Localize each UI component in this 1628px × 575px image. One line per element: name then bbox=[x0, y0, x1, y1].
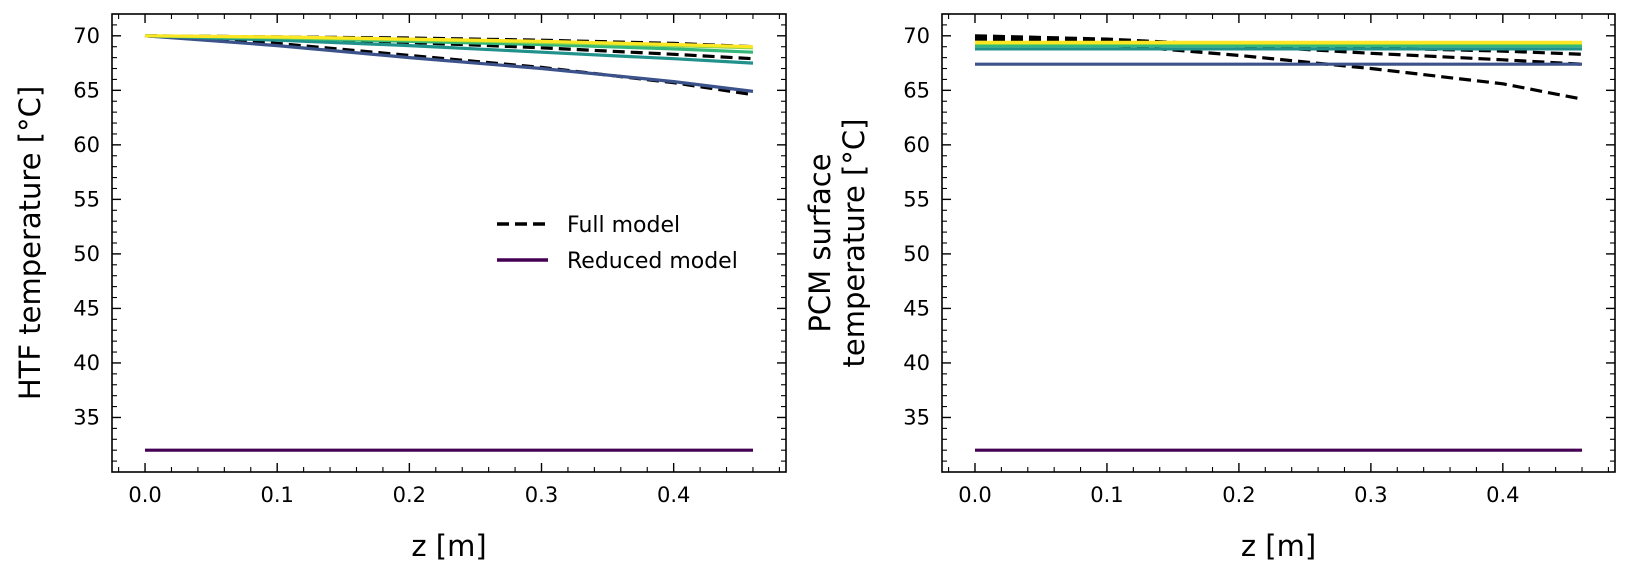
x-tick-label: 0.2 bbox=[393, 483, 426, 507]
x-axis-label: z [m] bbox=[1241, 529, 1316, 563]
y-tick-label: 40 bbox=[73, 351, 100, 375]
plot-frame bbox=[941, 13, 1616, 473]
x-tick-label: 0.2 bbox=[1222, 483, 1255, 507]
y-tick-label: 60 bbox=[903, 133, 930, 157]
legend: Full model Reduced model bbox=[497, 213, 738, 274]
x-tick-label: 0.4 bbox=[657, 483, 690, 507]
x-tick-label: 0.0 bbox=[128, 483, 161, 507]
y-tick-label: 65 bbox=[903, 78, 930, 102]
htf-temperature-chart: 0.0 0.1 0.2 0.3 0.4 35 40 45 50 55 60 65 70 z [m] HTF … bbox=[13, 13, 787, 563]
series-line-reduced-5 bbox=[144, 34, 754, 65]
y-axis-label-line: temperature [°C] bbox=[837, 119, 871, 368]
y-tick-label: 70 bbox=[73, 24, 100, 48]
series-line-reduced-8 bbox=[144, 34, 754, 49]
legend-full-label: Full model bbox=[567, 213, 680, 238]
y-tick-label: 50 bbox=[73, 242, 100, 266]
y-axis-label: HTF temperature [°C] bbox=[13, 86, 47, 400]
y-tick-label: 60 bbox=[73, 133, 100, 157]
x-tick-label: 0.3 bbox=[525, 483, 558, 507]
y-tick-label: 35 bbox=[73, 405, 100, 429]
x-tick-label: 0.4 bbox=[1486, 483, 1519, 507]
y-tick-label: 50 bbox=[903, 242, 930, 266]
y-axis-label-line: PCM surface bbox=[803, 153, 837, 332]
y-tick-label: 70 bbox=[903, 24, 930, 48]
x-tick-label: 0.1 bbox=[1090, 483, 1123, 507]
x-axis-label: z [m] bbox=[411, 529, 486, 563]
x-tick-label: 0.1 bbox=[260, 483, 293, 507]
y-tick-label: 65 bbox=[73, 78, 100, 102]
y-tick-label: 35 bbox=[903, 405, 930, 429]
x-tick-label: 0.0 bbox=[958, 483, 991, 507]
y-tick-label: 55 bbox=[73, 187, 100, 211]
legend-reduced-label: Reduced model bbox=[567, 249, 738, 274]
y-tick-label: 40 bbox=[903, 351, 930, 375]
y-tick-label: 55 bbox=[903, 187, 930, 211]
x-tick-label: 0.3 bbox=[1354, 483, 1387, 507]
pcm-surface-temperature-chart: 0.0 0.1 0.2 0.3 0.4 35 40 45 50 55 60 65 70 z [m] PCM … bbox=[803, 13, 1616, 563]
y-tick-label: 45 bbox=[73, 296, 100, 320]
series-line-reduced-4 bbox=[144, 34, 754, 93]
y-tick-label: 45 bbox=[903, 296, 930, 320]
